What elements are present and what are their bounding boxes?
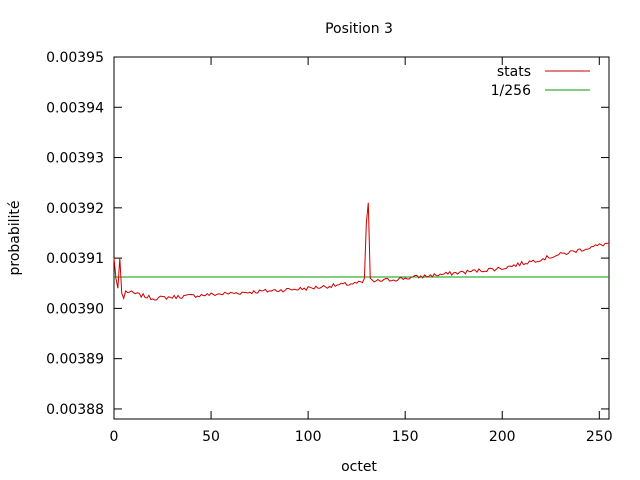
y-tick-label: 0.00391 [46,251,104,267]
x-axis-label: octet [341,459,377,475]
legend: stats 1/256 [491,64,590,99]
series-line-stats [113,202,610,301]
x-axis: 0 50 100 150 200 250 [110,57,613,445]
y-tick-label: 0.00390 [46,301,104,317]
y-axis: 0.00388 0.00389 0.00390 0.00391 0.00392 0.003… [46,50,609,418]
plot-frame [113,56,610,420]
y-tick-label: 0.00392 [46,201,104,217]
x-tick-label: 250 [586,429,613,445]
x-tick-label: 50 [202,429,220,445]
y-tick-label: 0.00395 [46,50,104,66]
x-tick-label: 0 [110,429,119,445]
y-tick-label: 0.00389 [46,352,104,368]
legend-label: stats [497,64,531,80]
x-tick-label: 200 [489,429,516,445]
y-tick-label: 0.00393 [46,151,104,167]
x-tick-label: 100 [295,429,322,445]
chart-title: Position 3 [325,21,393,37]
y-tick-label: 0.00394 [46,100,104,116]
x-tick-label: 150 [392,429,419,445]
series-layer [113,202,610,301]
y-tick-label: 0.00388 [46,402,104,418]
legend-label: 1/256 [491,83,531,99]
y-axis-label: probabilité [7,200,23,275]
